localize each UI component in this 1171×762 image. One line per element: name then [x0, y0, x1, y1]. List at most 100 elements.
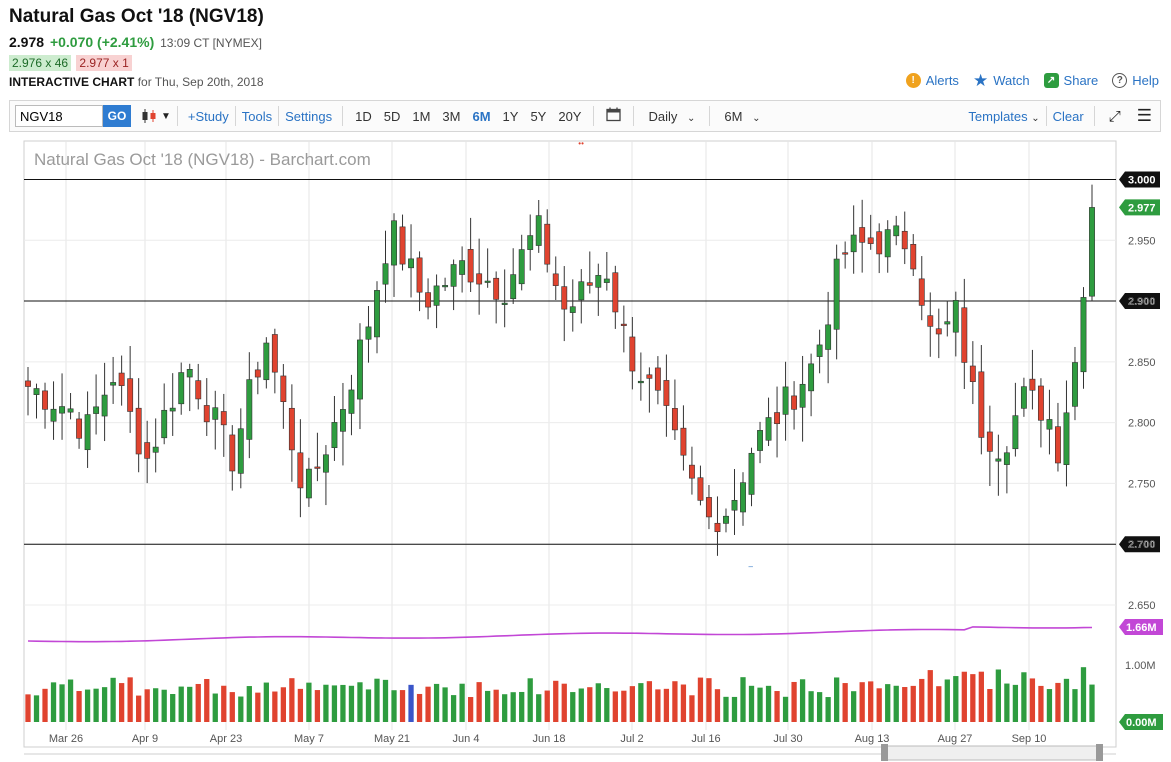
- candle-body: [433, 285, 440, 306]
- volume-bar: [799, 679, 806, 722]
- candle-body: [1012, 415, 1019, 450]
- last-price-tag: [1119, 199, 1160, 216]
- chart-scrollbar[interactable]: [24, 744, 1116, 761]
- period-button-3m[interactable]: 3M: [442, 108, 461, 124]
- candle-body: [391, 220, 397, 266]
- volume-bar: [740, 677, 746, 722]
- candle-body: [740, 482, 746, 513]
- period-button-5y[interactable]: 5Y: [530, 108, 547, 124]
- share-button[interactable]: ↗ Share: [1043, 72, 1098, 89]
- date-tick-label: Mar 26: [49, 733, 83, 745]
- volume-bar: [110, 677, 116, 722]
- volume-bar: [382, 679, 389, 722]
- candle-body: [399, 226, 406, 265]
- toolbar-divider: [709, 106, 711, 126]
- symbol-input[interactable]: [15, 105, 103, 127]
- candle-body: [620, 323, 627, 326]
- add-study-button[interactable]: +Study: [187, 108, 229, 124]
- period-button-5d[interactable]: 5D: [383, 108, 401, 124]
- calendar-icon[interactable]: [600, 107, 627, 125]
- volume-bar: [1012, 684, 1019, 722]
- scrollbar-thumb[interactable]: [883, 745, 1101, 761]
- period-selector: 1D 5D 1M 3M 6M 1Y 5Y 20Y: [349, 109, 587, 124]
- templates-dropdown[interactable]: Templates ⌄: [964, 109, 1043, 124]
- candle-body: [867, 237, 874, 244]
- volume-bar: [459, 683, 465, 722]
- candle-body: [450, 264, 457, 287]
- header-actions: ! Alerts ★ Watch ↗ Share ? Help: [905, 72, 1159, 89]
- date-tick-label: Apr 9: [132, 733, 158, 745]
- chart-date: for Thu, Sep 20th, 2018: [137, 75, 264, 89]
- candle-body: [374, 290, 380, 338]
- alerts-button[interactable]: ! Alerts: [905, 72, 959, 89]
- candle-body: [1037, 385, 1044, 421]
- volume-tick-label: 1.00M: [1125, 660, 1156, 672]
- volume-bar: [1080, 667, 1087, 722]
- date-tick-label: Jun 4: [453, 733, 480, 745]
- volume-bars: [25, 667, 1095, 722]
- toolbar-divider: [176, 106, 178, 126]
- tools-button[interactable]: Tools: [241, 108, 273, 124]
- candle-body: [314, 466, 321, 469]
- settings-button[interactable]: Settings: [285, 108, 333, 124]
- menu-icon[interactable]: ☰: [1136, 106, 1152, 125]
- watch-button[interactable]: ★ Watch: [973, 72, 1030, 89]
- interval-dropdown[interactable]: Daily ⌄: [640, 109, 703, 124]
- range-dropdown[interactable]: 6M ⌄: [716, 109, 768, 124]
- volume-bar: [868, 681, 874, 722]
- period-button-6m[interactable]: 6M: [472, 108, 491, 124]
- candle-body: [603, 278, 610, 283]
- expand-icon[interactable]: ⤢: [1108, 107, 1121, 125]
- candle-body: [203, 405, 210, 423]
- volume-bar: [416, 693, 423, 722]
- help-icon: ?: [1112, 73, 1128, 88]
- price-chart-svg[interactable]: Natural Gas Oct '18 (NGV18) - Barchart.c…: [0, 139, 1171, 762]
- period-button-20y[interactable]: 20Y: [558, 108, 582, 124]
- volume-bar: [289, 678, 295, 722]
- period-button-1m[interactable]: 1M: [412, 108, 431, 124]
- plot-frame: [23, 140, 1117, 748]
- candle-body: [765, 417, 772, 441]
- candle-body: [408, 258, 414, 269]
- volume-bar: [961, 671, 967, 722]
- volume-bar: [808, 691, 814, 722]
- chevron-down-icon: ⌄: [1031, 112, 1040, 124]
- candle-body: [101, 394, 108, 417]
- period-button-1y[interactable]: 1Y: [502, 108, 519, 124]
- volume-bar: [527, 678, 533, 722]
- scrollbar-handle-right[interactable]: [1096, 744, 1103, 761]
- date-tick-label: Aug 27: [938, 733, 973, 745]
- candle-body: [305, 468, 312, 499]
- volume-bar: [842, 683, 848, 722]
- star-icon: ★: [972, 71, 989, 90]
- volume-bar: [1004, 683, 1010, 722]
- volume-bar: [723, 696, 729, 722]
- candlestick-type-icon[interactable]: ▼: [141, 108, 171, 124]
- volume-average-line: [27, 626, 1093, 643]
- chevron-down-icon: ⌄: [752, 112, 761, 124]
- bid-badge: 2.976 x 46: [9, 55, 72, 71]
- volume-bar: [170, 694, 176, 722]
- volume-bar: [204, 678, 210, 722]
- horizontal-lines[interactable]: 3.000 2.900 2.700: [24, 171, 1160, 553]
- scrollbar-handle-left[interactable]: [881, 744, 888, 761]
- period-button-1d[interactable]: 1D: [355, 108, 372, 124]
- volume-bar: [714, 689, 721, 722]
- candle-body: [476, 273, 483, 285]
- candle-body: [237, 428, 244, 474]
- toolbar-divider: [1093, 106, 1095, 126]
- candle-body: [493, 277, 500, 300]
- horizontal-line-tag: [1119, 536, 1160, 553]
- go-button[interactable]: GO: [103, 105, 131, 127]
- chart-area[interactable]: Natural Gas Oct '18 (NGV18) - Barchart.c…: [0, 139, 1171, 762]
- candle-body: [927, 315, 934, 327]
- range-value: 6M: [724, 108, 743, 124]
- candlesticks: •• ‒: [25, 139, 1095, 571]
- volume-bar: [612, 691, 618, 722]
- help-button[interactable]: ? Help: [1112, 72, 1159, 89]
- candle-body: [595, 275, 602, 288]
- candle-body: [246, 379, 253, 440]
- candle-body: [637, 380, 644, 384]
- clear-button[interactable]: Clear: [1052, 108, 1084, 124]
- volume-bar: [987, 689, 993, 722]
